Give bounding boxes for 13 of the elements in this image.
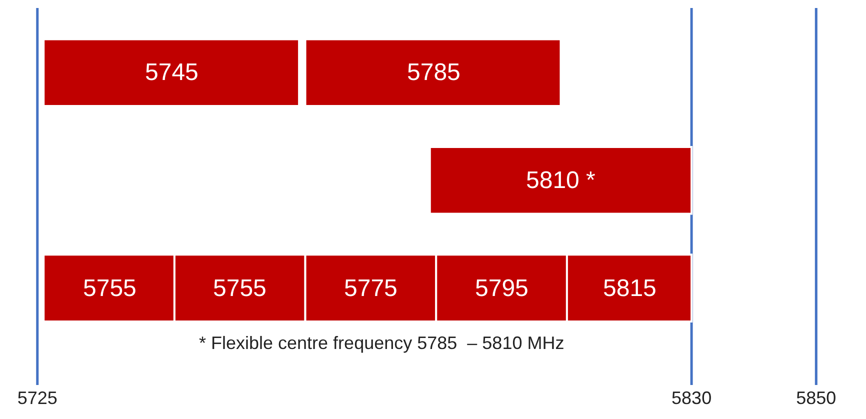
annotation: 5795 [475, 275, 528, 302]
x-tick-label: 5850 [796, 388, 836, 408]
annotation: 5745 [145, 59, 198, 86]
annotation: 5755 [213, 275, 266, 302]
annotation: 5815 [603, 275, 656, 302]
annotation: 5775 [344, 275, 398, 302]
x-tick-label: 5830 [672, 388, 712, 408]
x-tick-label: 5725 [17, 388, 58, 408]
annotation: 5810 * [526, 167, 596, 194]
annotation: * Flexible centre frequency 5785 – 5810 MHz [199, 333, 564, 353]
annotation: 5755 [83, 275, 136, 302]
annotation: 5785 [407, 59, 460, 86]
bar [428, 146, 693, 215]
